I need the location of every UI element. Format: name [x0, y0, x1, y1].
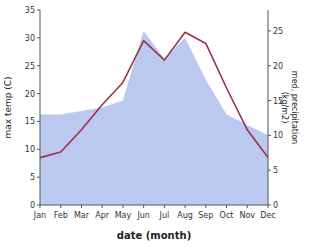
x-tick-label: May — [115, 211, 132, 220]
x-tick — [81, 205, 82, 208]
plot-area — [40, 31, 268, 205]
y2-tick — [268, 170, 271, 171]
x-axis-line — [40, 205, 268, 206]
y-tick — [37, 177, 40, 178]
x-tick — [185, 205, 186, 208]
x-axis-label: date (month) — [117, 230, 191, 241]
y-tick-label: 0 — [30, 201, 35, 210]
y-tick-label: 5 — [30, 173, 35, 182]
area — [40, 31, 268, 205]
y2-tick — [268, 65, 271, 66]
y-tick-label: 20 — [25, 90, 35, 99]
x-tick-label: Sep — [198, 211, 213, 220]
y2-axis-label-line: med. precipitation — [290, 71, 299, 144]
x-tick — [122, 205, 123, 208]
y2-tick-label: 20 — [273, 62, 283, 71]
x-tick-label: Nov — [239, 211, 255, 220]
y-tick-label: 30 — [25, 34, 35, 43]
y2-tick-label: 5 — [273, 166, 278, 175]
y-tick-label: 35 — [25, 6, 35, 15]
x-tick-label: Jun — [136, 211, 150, 220]
x-tick-label: Feb — [54, 211, 68, 220]
x-tick-label: Jan — [33, 211, 46, 220]
y-axis-label: max temp (C) — [3, 76, 13, 138]
line — [40, 32, 268, 157]
x-tick — [40, 205, 41, 208]
x-tick-label: Apr — [95, 211, 110, 220]
y-tick — [37, 149, 40, 150]
y2-tick-label: 10 — [273, 131, 283, 140]
x-tick — [60, 205, 61, 208]
x-tick — [164, 205, 165, 208]
y-tick — [37, 65, 40, 66]
x-tick — [247, 205, 248, 208]
x-tick-label: Dec — [260, 211, 275, 220]
y-tick — [37, 93, 40, 94]
y2-tick — [268, 100, 271, 101]
y2-tick — [268, 30, 271, 31]
x-tick — [143, 205, 144, 208]
y-tick — [37, 10, 40, 11]
y-tick — [37, 121, 40, 122]
x-tick-label: Jul — [159, 211, 170, 220]
x-tick — [205, 205, 206, 208]
x-tick-label: Oct — [220, 211, 234, 220]
y2-tick-label: 0 — [273, 201, 278, 210]
y-tick-label: 10 — [25, 145, 35, 154]
y-tick-label: 25 — [25, 62, 35, 71]
y2-tick-label: 25 — [273, 27, 283, 36]
y2-axis-label: med. precipitation(kg/m2) — [280, 71, 299, 144]
y-tick-label: 15 — [25, 117, 35, 126]
y2-axis-label-line: (kg/m2) — [280, 92, 289, 124]
x-tick — [102, 205, 103, 208]
y2-axis-line — [268, 10, 269, 205]
y-axis-line — [40, 10, 41, 205]
x-tick-label: Aug — [177, 211, 193, 220]
chart: 051015202530350510152025JanFebMarAprMayJ… — [0, 0, 318, 247]
y2-tick — [268, 135, 271, 136]
x-tick-label: Mar — [74, 211, 90, 220]
y-tick — [37, 37, 40, 38]
x-tick — [268, 205, 269, 208]
x-tick — [226, 205, 227, 208]
